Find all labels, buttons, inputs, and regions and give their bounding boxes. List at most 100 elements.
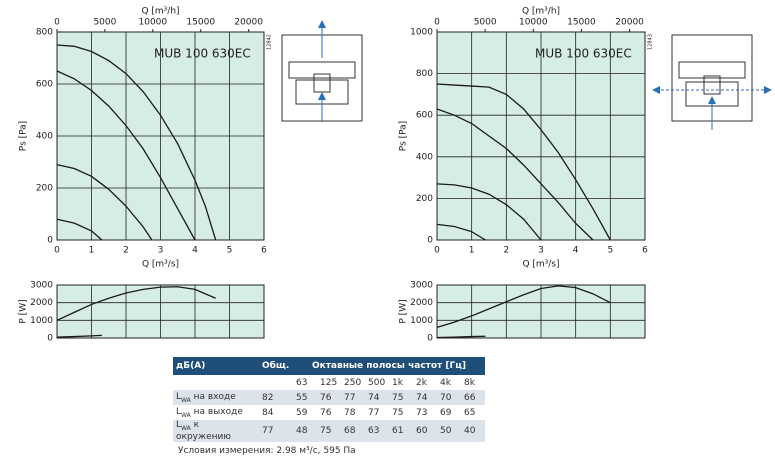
band-label: 1k xyxy=(392,377,403,388)
row-label-part: WA xyxy=(181,396,191,404)
x2-tick-label: 15000 xyxy=(186,18,215,28)
curve xyxy=(436,83,611,241)
header-cell: Общ. xyxy=(259,357,293,375)
x-tick-label: 3 xyxy=(158,246,164,256)
table-row: 63 125 250 500 1k 2k 4k 8k xyxy=(173,375,485,390)
row-label: LWA на выходе xyxy=(173,405,259,420)
y-tick-label: 400 xyxy=(36,132,53,142)
curve xyxy=(56,286,216,321)
band-value: 50 xyxy=(437,420,461,442)
row-label-part: L xyxy=(176,420,182,430)
diagram-left xyxy=(281,20,363,122)
band-value: 55 xyxy=(293,390,317,405)
x2-tick-label: 0 xyxy=(54,18,60,28)
x-tick-label: 0 xyxy=(54,246,60,256)
y-tick-label: 800 xyxy=(416,69,433,79)
chart-label: MUB 100 630EC xyxy=(535,47,632,61)
x2-axis-label: Q [m³/h] xyxy=(522,7,560,17)
header-cell: Октавные полосы частот [Гц] xyxy=(293,357,485,375)
x-tick-label: 1 xyxy=(469,246,475,256)
y-tick-label: 3000 xyxy=(30,281,53,291)
y-tick-label: 1000 xyxy=(30,316,53,326)
y-tick-label: 0 xyxy=(47,236,53,246)
band-value: 68 xyxy=(341,420,365,442)
x2-tick-label: 10000 xyxy=(139,18,168,28)
band-value: 74 xyxy=(413,390,437,405)
band-value: 77 xyxy=(341,390,365,405)
curve xyxy=(56,163,153,241)
total-cell: 82 xyxy=(259,390,293,405)
empty-cell xyxy=(173,375,259,390)
row-label-part: к окружению xyxy=(176,420,231,442)
y-tick-label: 600 xyxy=(36,80,53,90)
band-value: 75 xyxy=(392,407,404,418)
curve xyxy=(436,285,611,329)
y-tick-label: 1000 xyxy=(410,316,433,326)
diagram-right xyxy=(652,34,772,130)
curve xyxy=(56,44,217,241)
y-axis-label: Ps [Pa] xyxy=(19,121,29,151)
band-value: 78 xyxy=(344,407,356,418)
y-tick-label: 0 xyxy=(427,236,433,246)
band-value: 40 xyxy=(461,420,485,442)
x2-tick-label: 20000 xyxy=(615,18,644,28)
curve xyxy=(436,108,594,241)
band-value: 61 xyxy=(389,420,413,442)
x2-tick-label: 0 xyxy=(434,18,440,28)
row-label-part: на входе xyxy=(193,391,236,402)
table-row: LWA на выходе 84 59 76 78 77 75 73 69 65 xyxy=(173,405,485,420)
band-value: 70 xyxy=(437,390,461,405)
band-value: 73 xyxy=(416,407,428,418)
y-axis-label: Ps [Pa] xyxy=(399,121,409,151)
curve xyxy=(436,335,486,339)
x-axis-label: Q [m³/s] xyxy=(522,260,559,270)
row-label-part: WA xyxy=(181,411,191,419)
empty-cell xyxy=(259,375,293,390)
sound-table: дБ(A) Общ. Октавные полосы частот [Гц] 63 12… xyxy=(173,357,485,442)
x2-tick-label: 5000 xyxy=(474,18,497,28)
x-tick-label: 0 xyxy=(434,246,440,256)
band-label: 63 xyxy=(296,377,308,388)
x-tick-label: 6 xyxy=(261,246,267,256)
curve xyxy=(56,334,102,338)
band-value: 63 xyxy=(365,420,389,442)
band-value: 75 xyxy=(317,420,341,442)
band-value: 59 xyxy=(296,407,308,418)
table-row: LWA к окружению 77 48 75 68 63 61 60 50 40 xyxy=(173,420,485,442)
chart-label: MUB 100 630EC xyxy=(154,47,251,61)
y-tick-label: 200 xyxy=(36,184,53,194)
x2-axis-label: Q [m³/h] xyxy=(141,7,179,17)
band-label: 500 xyxy=(368,377,386,388)
band-label: 125 xyxy=(320,377,338,388)
band-value: 60 xyxy=(413,420,437,442)
x-tick-label: 1 xyxy=(89,246,95,256)
band-label: 2k xyxy=(416,377,427,388)
y-axis-label: P [W] xyxy=(19,299,29,323)
band-label: 4k xyxy=(440,377,451,388)
y-tick-label: 3000 xyxy=(410,281,433,291)
x2-tick-label: 5000 xyxy=(93,18,116,28)
band-value: 48 xyxy=(293,420,317,442)
row-label: LWA к окружению xyxy=(173,420,259,442)
curve xyxy=(436,183,542,241)
x-tick-label: 4 xyxy=(192,246,198,256)
x-tick-label: 2 xyxy=(503,246,509,256)
y-tick-label: 800 xyxy=(36,28,53,38)
band-value: 76 xyxy=(317,390,341,405)
x2-tick-label: 15000 xyxy=(567,18,596,28)
band-value: 69 xyxy=(440,407,452,418)
total-cell: 77 xyxy=(259,420,293,442)
row-label-part: L xyxy=(176,406,182,417)
curve xyxy=(56,70,196,241)
table-row: дБ(A) Общ. Октавные полосы частот [Гц] xyxy=(173,357,485,375)
x-tick-label: 2 xyxy=(123,246,129,256)
note: Условия измерения: 2.98 м³/с, 595 Па xyxy=(178,446,356,456)
y-tick-label: 1000 xyxy=(410,28,433,38)
total-cell: 84 xyxy=(262,407,274,418)
band-value: 76 xyxy=(320,407,332,418)
y-tick-label: 400 xyxy=(416,152,433,162)
row-label-part: L xyxy=(176,391,182,402)
table-row: LWA на входе 82 55 76 77 74 75 74 70 66 xyxy=(173,390,485,405)
chart-code: 12843 xyxy=(648,34,654,50)
band-label: 8k xyxy=(464,377,475,388)
